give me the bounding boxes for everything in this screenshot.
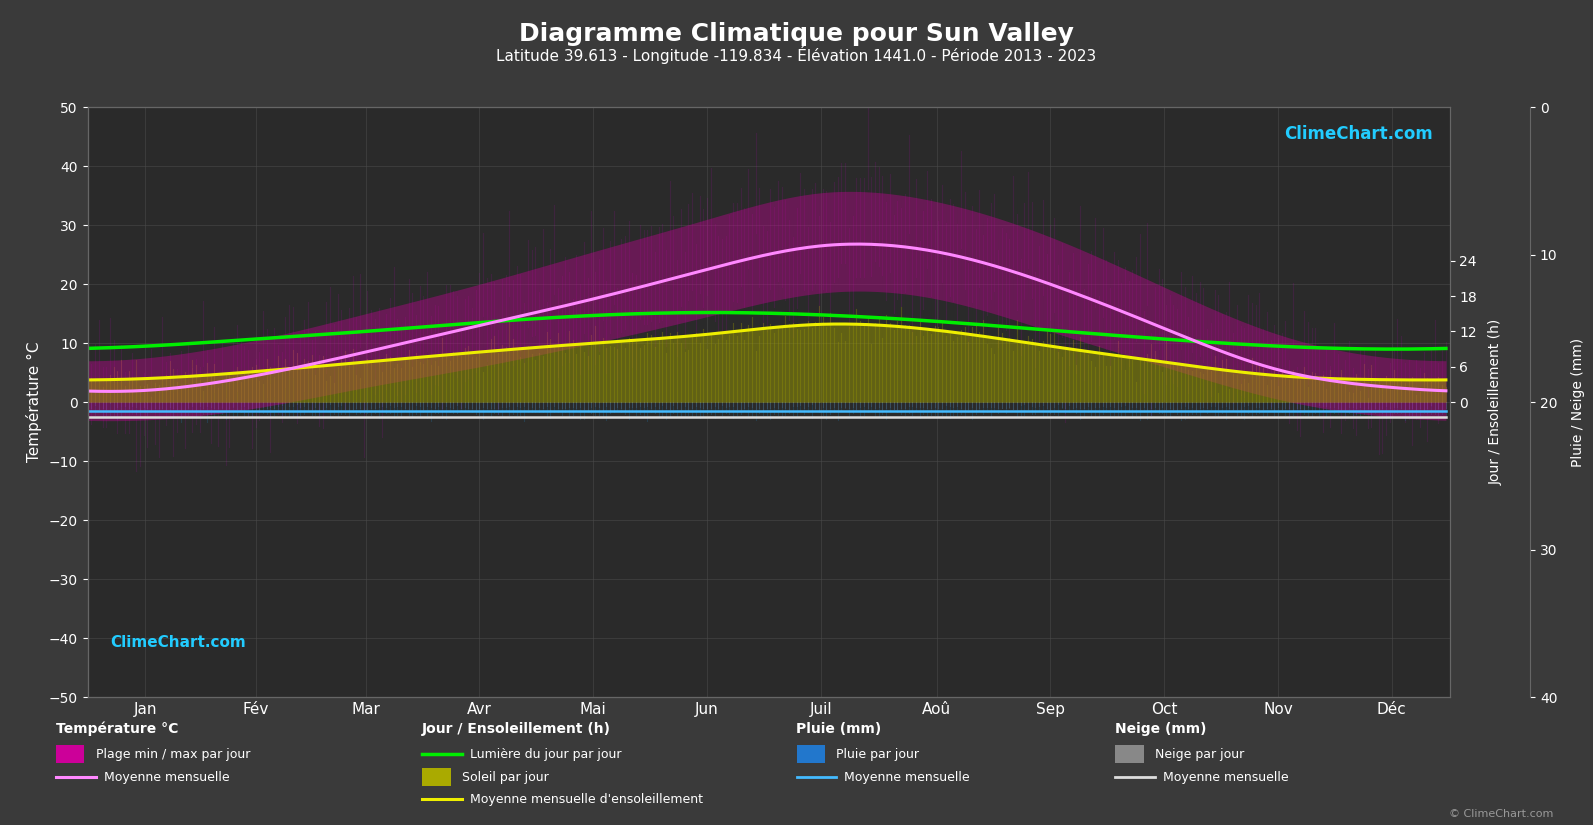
Text: Moyenne mensuelle: Moyenne mensuelle xyxy=(844,771,970,784)
Text: Moyenne mensuelle: Moyenne mensuelle xyxy=(104,771,229,784)
Text: Température °C: Température °C xyxy=(56,721,178,736)
Y-axis label: Température °C: Température °C xyxy=(25,342,41,463)
Text: Soleil par jour: Soleil par jour xyxy=(462,771,548,784)
Text: Latitude 39.613 - Longitude -119.834 - Élévation 1441.0 - Période 2013 - 2023: Latitude 39.613 - Longitude -119.834 - É… xyxy=(497,46,1096,64)
Text: Pluie par jour: Pluie par jour xyxy=(836,747,919,761)
Text: Plage min / max par jour: Plage min / max par jour xyxy=(96,747,250,761)
Y-axis label: Pluie / Neige (mm): Pluie / Neige (mm) xyxy=(1571,337,1585,467)
Text: Lumière du jour par jour: Lumière du jour par jour xyxy=(470,747,621,761)
Text: ClimeChart.com: ClimeChart.com xyxy=(1284,125,1432,143)
Text: Diagramme Climatique pour Sun Valley: Diagramme Climatique pour Sun Valley xyxy=(519,22,1074,46)
Text: Moyenne mensuelle: Moyenne mensuelle xyxy=(1163,771,1289,784)
Y-axis label: Jour / Ensoleillement (h): Jour / Ensoleillement (h) xyxy=(1488,319,1502,485)
Text: Moyenne mensuelle d'ensoleillement: Moyenne mensuelle d'ensoleillement xyxy=(470,793,703,806)
Text: Neige (mm): Neige (mm) xyxy=(1115,722,1206,736)
Text: Jour / Ensoleillement (h): Jour / Ensoleillement (h) xyxy=(422,722,612,736)
Text: ClimeChart.com: ClimeChart.com xyxy=(110,635,245,650)
Text: Neige par jour: Neige par jour xyxy=(1155,747,1244,761)
Text: Pluie (mm): Pluie (mm) xyxy=(796,722,883,736)
Text: © ClimeChart.com: © ClimeChart.com xyxy=(1448,808,1553,818)
